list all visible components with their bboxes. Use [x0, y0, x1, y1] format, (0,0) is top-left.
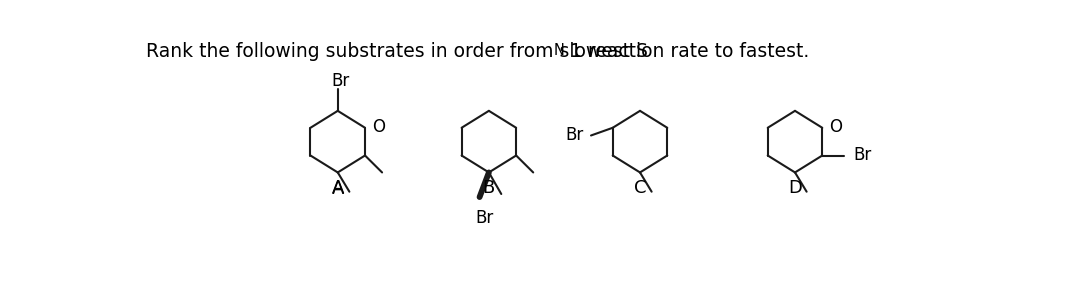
Text: Br: Br [331, 72, 349, 90]
Text: D: D [788, 179, 802, 197]
Text: Rank the following substrates in order from slowest S: Rank the following substrates in order f… [146, 41, 647, 61]
Text: C: C [633, 179, 646, 197]
Text: O: O [372, 118, 385, 136]
Text: B: B [483, 179, 495, 197]
Text: A: A [331, 180, 344, 198]
Text: A: A [331, 179, 344, 197]
Text: Br: Br [565, 127, 583, 144]
Text: Br: Br [476, 209, 494, 227]
Text: N: N [554, 43, 565, 58]
Text: 1 reaction rate to fastest.: 1 reaction rate to fastest. [570, 41, 810, 61]
Text: O: O [829, 118, 843, 136]
Text: Br: Br [853, 147, 872, 164]
